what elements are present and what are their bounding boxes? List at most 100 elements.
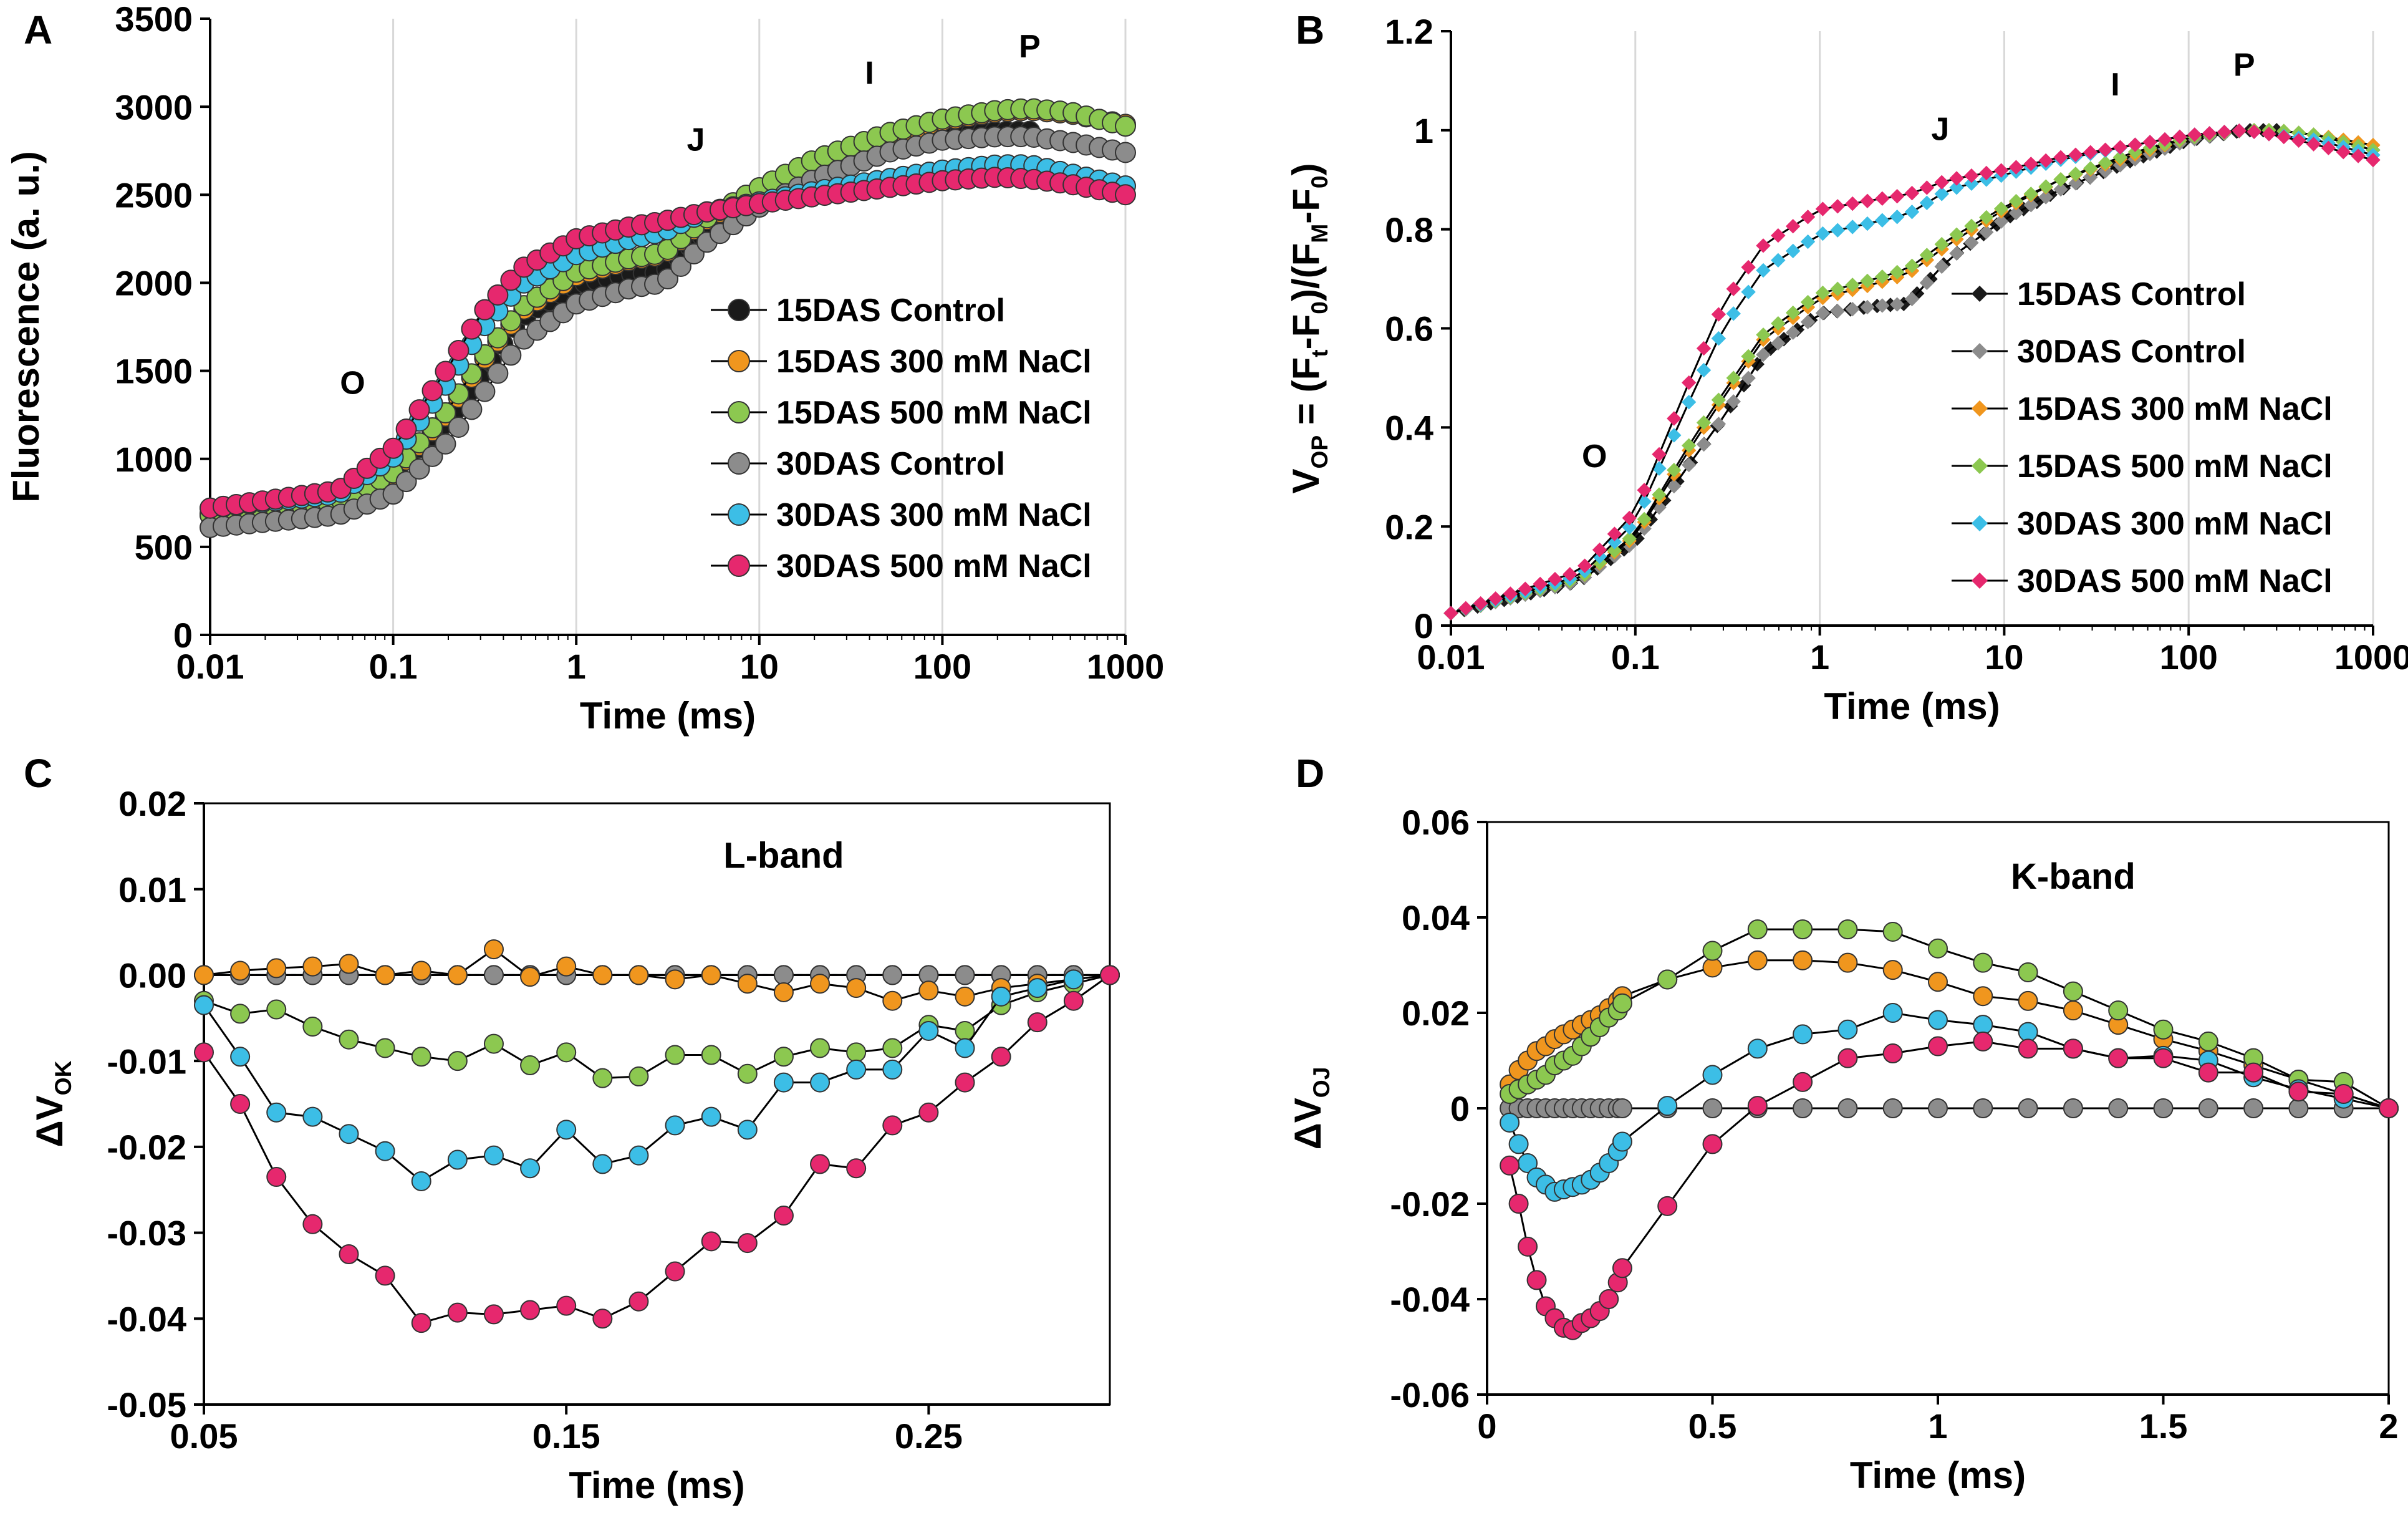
data-point [2127, 137, 2143, 152]
data-point [2097, 142, 2113, 157]
data-point [773, 1206, 794, 1226]
data-point [1711, 417, 1727, 432]
legend-item: 15DAS 300 mM NaCl [711, 344, 1092, 380]
data-point [773, 1047, 794, 1067]
data-point [2351, 148, 2366, 163]
data-point [1800, 294, 1816, 310]
legend-label: 15DAS Control [776, 293, 1005, 329]
data-point [665, 1261, 685, 1282]
series-30das-500-mm-nacl [194, 965, 1120, 1333]
data-point [500, 269, 522, 291]
data-point [520, 967, 541, 987]
panel-a: A 0 500 1000 1500 2000 2500 3000 3500 0.01 0.1 1 10 1… [5, 0, 1164, 737]
data-point [1793, 1071, 1813, 1092]
band-label: L-band [723, 835, 844, 876]
data-point [2187, 127, 2202, 142]
series-15das-300-mm-nacl [1500, 950, 2399, 1118]
data-point [1964, 168, 1979, 183]
data-point [1904, 258, 1920, 273]
data-point [1882, 1098, 1903, 1118]
data-point [2336, 145, 2351, 160]
data-point [1882, 921, 1903, 942]
data-point [474, 299, 496, 321]
data-point [1973, 986, 1993, 1007]
y-tick-label: 2500 [115, 175, 193, 215]
y-label-subscript: OK [50, 1060, 76, 1095]
y-tick-label: 0 [173, 616, 193, 655]
data-point [2053, 181, 2068, 197]
data-point [487, 327, 509, 349]
data-point [1518, 1236, 1538, 1257]
data-point [2038, 153, 2053, 168]
data-point [773, 1072, 794, 1093]
data-point [2112, 150, 2128, 165]
data-point [882, 990, 903, 1011]
data-point [2018, 1038, 2038, 1059]
y-tick-label: 0 [1414, 606, 1433, 646]
data-point [1756, 347, 1771, 362]
data-point [339, 1244, 359, 1264]
data-point [918, 1020, 939, 1041]
legend-marker [728, 452, 750, 475]
data-point [1815, 285, 1831, 301]
data-point [1622, 510, 1637, 526]
y-tick-label: 0.02 [1402, 994, 1470, 1033]
data-point [955, 986, 975, 1007]
data-point [1993, 214, 2009, 229]
data-point [2023, 157, 2039, 172]
data-point [2068, 167, 2083, 181]
data-point [302, 956, 323, 977]
data-point [1696, 341, 1712, 356]
data-point [846, 1042, 867, 1063]
data-point [1508, 1194, 1529, 1214]
data-point [447, 1302, 468, 1323]
data-point [2108, 1048, 2129, 1068]
data-point [737, 1063, 758, 1084]
data-point [628, 965, 649, 985]
data-point [2063, 1098, 2083, 1118]
y-tick-label: 1500 [115, 352, 193, 391]
data-point [737, 974, 758, 994]
data-point [918, 1102, 939, 1123]
data-point [1681, 457, 1697, 473]
data-point [1563, 567, 1577, 582]
data-point [1548, 571, 1563, 587]
data-point [1830, 304, 1845, 319]
data-point [1533, 576, 1548, 592]
series-15das-500-mm-nacl [194, 965, 1120, 1088]
data-point [1934, 259, 1949, 274]
data-point [846, 978, 867, 999]
legend-label: 30DAS 300 mM NaCl [776, 497, 1092, 533]
data-point [1667, 478, 1682, 494]
data-point [1993, 163, 2009, 178]
series-30das-500-mm-nacl [1443, 123, 2381, 621]
data-point [556, 1120, 577, 1140]
x-tick-label: 0.01 [1417, 637, 1485, 677]
phase-label-j: J [687, 122, 705, 158]
y-label-subscript: t [1306, 349, 1332, 357]
data-point [1726, 306, 1741, 321]
legend-item: 15DAS 300 mM NaCl [1952, 391, 2333, 427]
legend-label: 15DAS 500 mM NaCl [2017, 448, 2333, 485]
data-point [1889, 264, 1905, 280]
x-tick-label: 1 [1928, 1406, 1947, 1446]
y-label-part: -F [1285, 188, 1327, 224]
data-point [1500, 1155, 1520, 1176]
legend-item: 30DAS Control [711, 446, 1005, 482]
data-point [1919, 195, 1935, 211]
data-point [2333, 1084, 2354, 1105]
data-point [2198, 1031, 2218, 1052]
data-point [1726, 281, 1741, 296]
plot-frame [203, 802, 1111, 1406]
data-point [1815, 226, 1831, 241]
data-point [773, 982, 794, 1002]
data-point [665, 1115, 685, 1136]
data-point [1488, 591, 1503, 606]
data-point [1607, 526, 1622, 541]
data-point [2018, 990, 2038, 1011]
data-point [1612, 1258, 1632, 1279]
data-point [657, 268, 678, 290]
data-point [2261, 127, 2276, 142]
data-point [1882, 1043, 1903, 1064]
